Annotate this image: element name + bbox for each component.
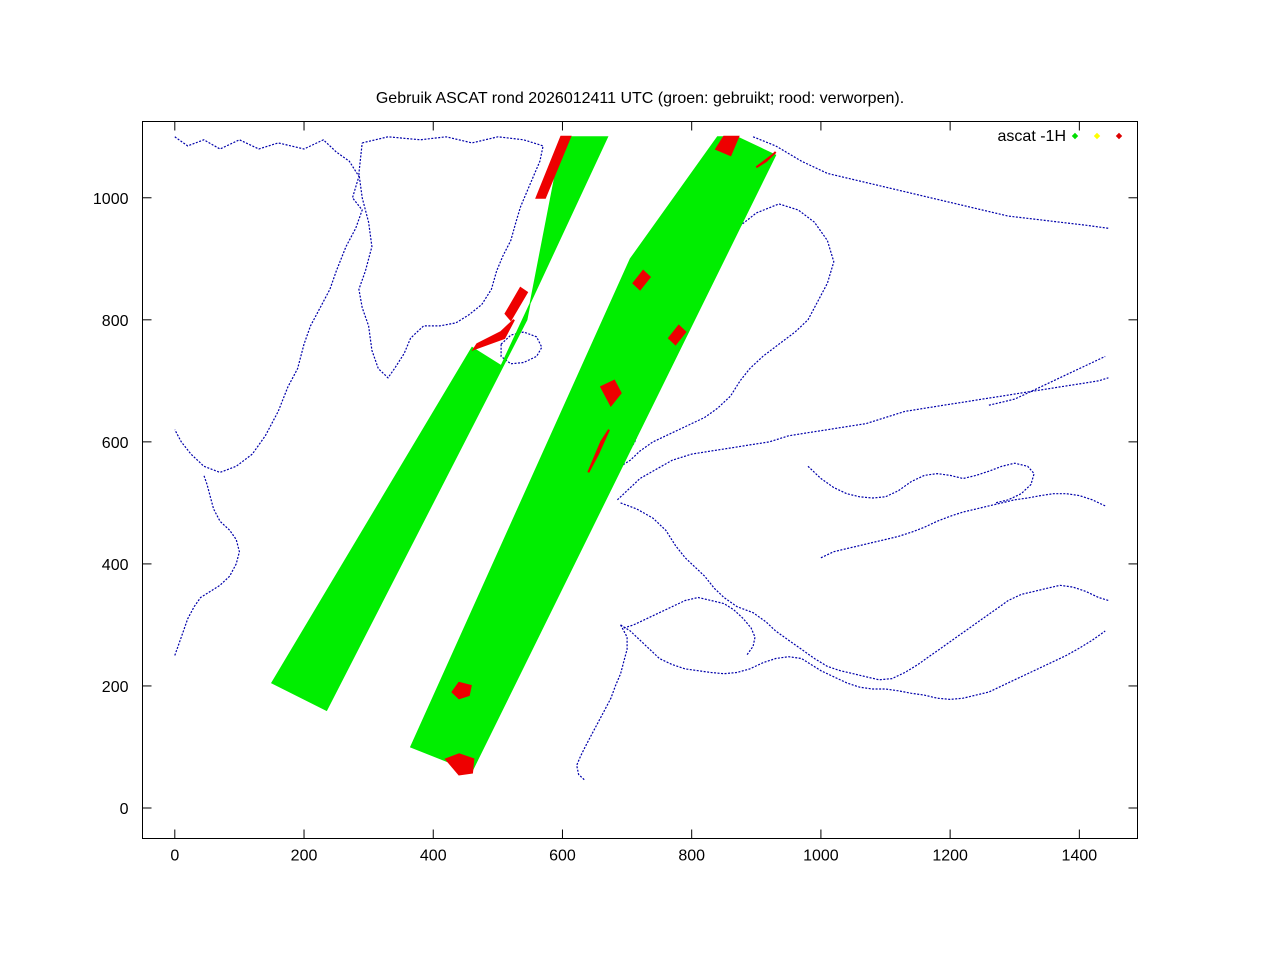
- coastline-3: [620, 203, 835, 467]
- rejected-patch-5: [599, 379, 622, 408]
- rejected-patch-3: [444, 753, 475, 776]
- legend-marker-0: [1071, 132, 1079, 140]
- used-swath-layer: [270, 136, 777, 773]
- rejected-patch-4: [451, 681, 472, 700]
- coastline-0: [174, 136, 363, 474]
- x-tick-label-1200: 1200: [932, 848, 968, 865]
- rejected-patch-10: [667, 324, 687, 346]
- coastline-8: [620, 624, 1106, 701]
- y-tick-label-1000: 1000: [93, 191, 129, 208]
- y-tick-label-0: 0: [120, 801, 129, 818]
- x-tick-label-1000: 1000: [803, 848, 839, 865]
- legend-marker-1: [1093, 132, 1101, 140]
- used-swath-1: [409, 136, 777, 773]
- rejected-patch-1: [504, 286, 529, 322]
- coastline-11: [820, 493, 1106, 559]
- rejected-patch-9: [632, 269, 652, 291]
- legend-label: ascat -1H: [998, 128, 1066, 145]
- used-swath-0: [270, 136, 609, 712]
- x-axis: 0 200 400 600 800 1000 1200 1400: [170, 121, 1098, 865]
- coastline-10: [576, 624, 628, 781]
- legend: ascat -1H: [998, 128, 1123, 145]
- coastline-14: [174, 475, 241, 656]
- legend-markers: [1071, 132, 1123, 140]
- x-tick-label-0: 0: [170, 848, 179, 865]
- rejected-patch-7: [714, 135, 740, 157]
- legend-marker-2: [1115, 132, 1123, 140]
- coastline-13: [988, 355, 1106, 406]
- y-tick-label-600: 600: [102, 435, 129, 452]
- coastline-7: [620, 502, 1109, 681]
- rejected-patch-2: [471, 319, 515, 352]
- x-tick-label-800: 800: [678, 848, 705, 865]
- x-tick-label-400: 400: [420, 848, 447, 865]
- chart-title: Gebruik ASCAT rond 2026012411 UTC (groen…: [376, 90, 904, 107]
- coastline-9: [623, 596, 756, 656]
- y-tick-label-800: 800: [102, 313, 129, 330]
- rejected-patch-0: [535, 135, 572, 199]
- coastline-layer: [174, 136, 1109, 781]
- rejected-patch-6: [587, 429, 610, 473]
- plot-frame: [142, 121, 1138, 839]
- x-tick-label-1400: 1400: [1062, 848, 1098, 865]
- coastline-6: [616, 377, 1109, 501]
- y-tick-label-200: 200: [102, 679, 129, 696]
- y-tick-label-400: 400: [102, 557, 129, 574]
- coastline-4: [752, 136, 1109, 229]
- coastline-12: [807, 462, 1035, 504]
- x-tick-label-200: 200: [291, 848, 318, 865]
- rejected-patch-layer: [444, 135, 777, 776]
- y-axis: 0 200 400 600 800 1000: [93, 191, 1138, 818]
- rejected-patch-8: [755, 151, 777, 169]
- coastline-1: [358, 136, 544, 379]
- x-tick-label-600: 600: [549, 848, 576, 865]
